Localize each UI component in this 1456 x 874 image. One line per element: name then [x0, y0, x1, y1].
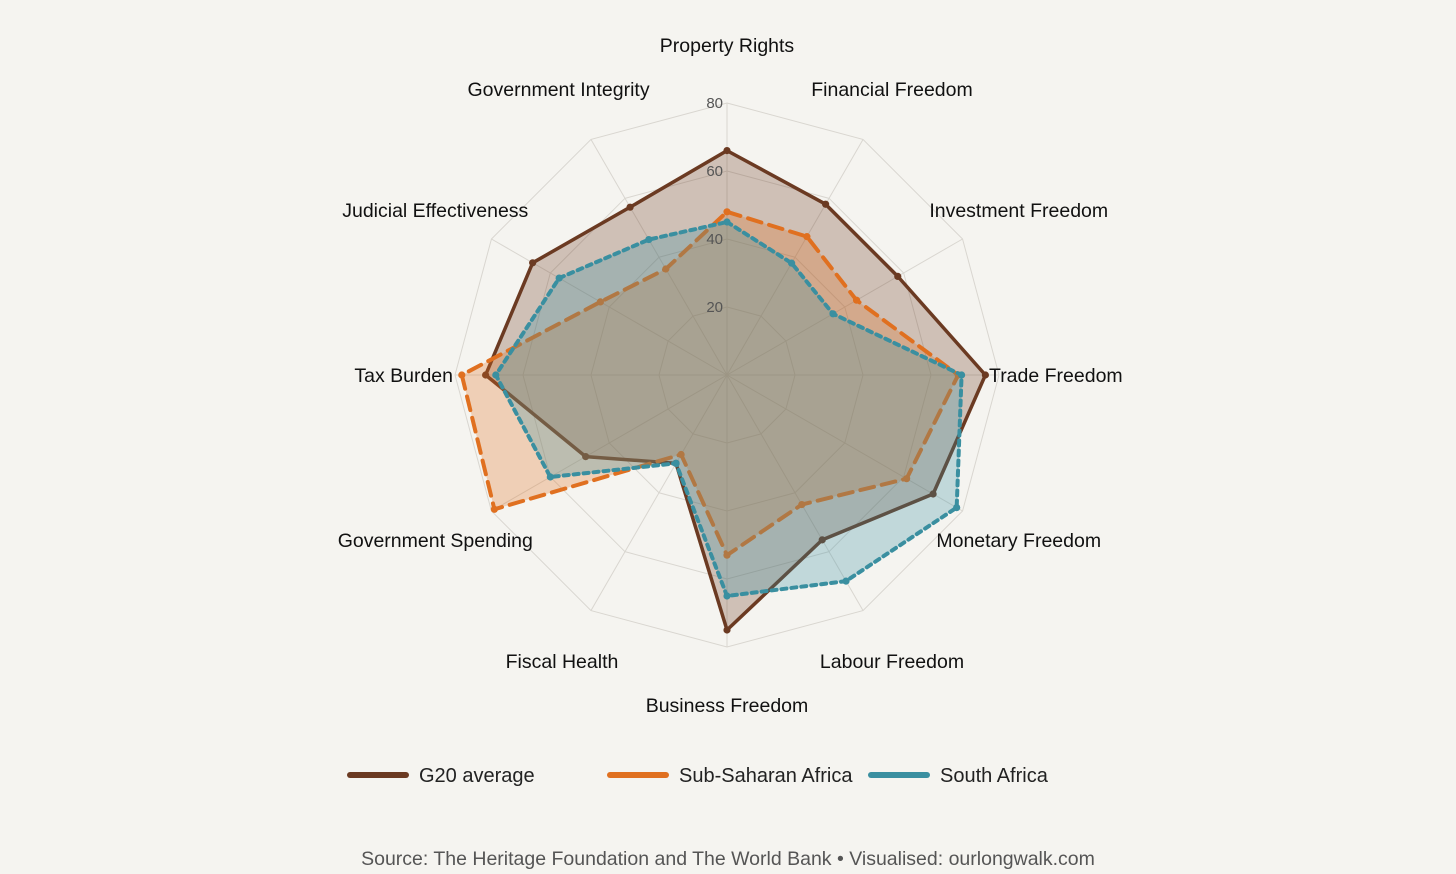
tick-label: 40: [706, 231, 723, 248]
tick-label: 20: [706, 299, 723, 316]
data-point: [492, 371, 500, 379]
category-labels: Property Rights Financial Freedom Investme…: [338, 35, 1123, 717]
data-point: [529, 259, 537, 267]
legend: G20 average Sub-Saharan Africa South Afric…: [347, 765, 1049, 787]
data-point: [981, 371, 990, 379]
grid-spoke: [491, 374, 728, 512]
data-point: [677, 450, 685, 459]
series-g20-average: [482, 147, 990, 634]
data-point: [723, 592, 731, 600]
axis-label-labour-freedom: Labour Freedom: [820, 651, 964, 673]
axis-label-financial-freedom: Financial Freedom: [811, 79, 972, 101]
data-point: [596, 298, 604, 306]
data-point: [803, 233, 811, 241]
data-point: [953, 504, 961, 512]
grid-spoke: [726, 374, 963, 512]
data-point: [645, 235, 653, 244]
axis-label-investment-freedom: Investment Freedom: [929, 200, 1108, 222]
legend-label: South Africa: [940, 765, 1049, 787]
data-point: [894, 272, 902, 280]
data-point: [903, 475, 911, 483]
series-layer: [458, 147, 990, 634]
data-point: [958, 371, 966, 379]
axis-label-judicial-effectiveness: Judicial Effectiveness: [342, 200, 528, 222]
data-point: [626, 203, 634, 211]
data-point: [672, 459, 680, 467]
data-point: [662, 265, 670, 273]
data-point: [929, 490, 937, 498]
legend-item-sub-saharan-africa: Sub-Saharan Africa: [607, 765, 853, 787]
data-point: [490, 505, 498, 513]
series-area: [461, 211, 959, 556]
data-point: [818, 536, 826, 544]
legend-item-g20-average: G20 average: [347, 765, 535, 787]
axis-label-business-freedom: Business Freedom: [646, 695, 809, 717]
series-area: [495, 222, 962, 596]
data-point: [852, 296, 861, 304]
legend-label: G20 average: [419, 765, 535, 787]
legend-label: Sub-Saharan Africa: [679, 765, 853, 787]
data-point: [798, 500, 806, 509]
data-point: [555, 274, 563, 282]
radar-grid: [454, 102, 1000, 648]
tick-label: 60: [706, 163, 723, 180]
series-area: [485, 150, 986, 630]
grid-spoke: [590, 139, 728, 376]
data-point: [723, 147, 731, 155]
axis-label-fiscal-health: Fiscal Health: [506, 651, 619, 673]
data-point: [546, 473, 554, 481]
data-point: [842, 577, 850, 585]
legend-item-south-africa: South Africa: [868, 765, 1049, 787]
axis-label-trade-freedom: Trade Freedom: [989, 365, 1123, 387]
axis-label-government-spending: Government Spending: [338, 530, 533, 552]
grid-spoke: [726, 139, 864, 376]
grid-spoke: [590, 374, 728, 611]
data-point: [723, 551, 731, 559]
data-point: [788, 259, 796, 267]
data-point: [822, 200, 830, 208]
data-point: [829, 310, 837, 318]
axis-label-government-integrity: Government Integrity: [468, 79, 650, 101]
data-point: [723, 208, 731, 216]
data-point: [723, 626, 731, 634]
axis-label-monetary-freedom: Monetary Freedom: [936, 530, 1101, 552]
data-point: [482, 371, 490, 379]
tick-label: 80: [706, 95, 723, 112]
source-caption: Source: The Heritage Foundation and The …: [361, 848, 1095, 870]
data-point: [458, 371, 466, 379]
series-south-africa: [492, 218, 966, 600]
grid-spoke: [726, 374, 864, 611]
radial-tick-labels: 20 40 60 80: [706, 95, 723, 316]
axis-label-property-rights: Property Rights: [660, 35, 795, 57]
axis-label-tax-burden: Tax Burden: [354, 365, 453, 387]
data-point: [723, 218, 731, 226]
grid-spoke: [726, 238, 963, 376]
data-point: [582, 453, 590, 461]
